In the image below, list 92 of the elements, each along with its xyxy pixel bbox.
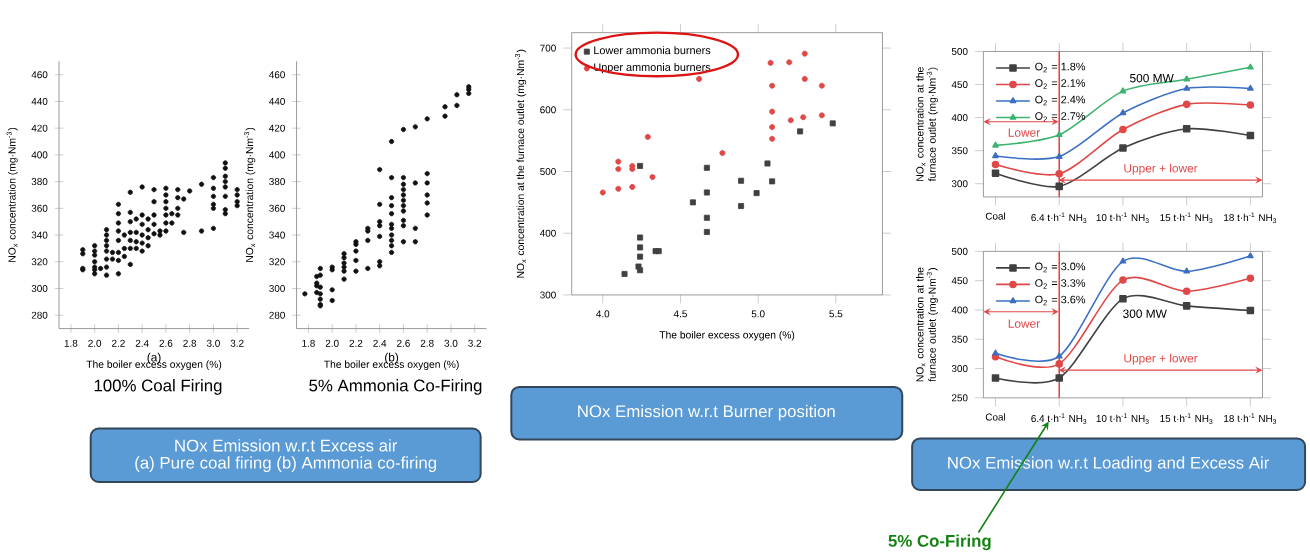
text: NOx Emission w.r.t Burner position [578, 404, 835, 421]
y-tick-label: 280 [31, 311, 48, 319]
x-tick-label: 3.0 [206, 339, 220, 347]
x-tick-label: 18 t·h$^{-1}$ NH$_{3}$ [1224, 413, 1277, 424]
y-tick-label: 280 [269, 311, 285, 319]
x-tick-label: 2.4 [135, 339, 149, 347]
x-tick-label: Coal [985, 212, 1006, 220]
x-tick-label: 2.8 [183, 339, 197, 347]
y-tick-label: 380 [31, 177, 48, 185]
legend-label: O$_{2}$ = 3.3% [1035, 279, 1086, 289]
x-tick-label: 4.5 [673, 310, 687, 318]
y-tick-label: 460 [31, 71, 48, 79]
x-tick-label: 6.4 t·h$^{-1}$ NH$_{3}$ [1031, 413, 1087, 424]
x-tick-label: 15 t·h$^{-1}$ NH$_{3}$ [1160, 413, 1213, 424]
y-tick-label: 320 [31, 258, 48, 266]
y-tick-label: 600 [540, 106, 556, 114]
x-tick-label: 3.0 [444, 339, 458, 347]
y-axis-title: NO$_{x}$ concentration (mg·Nm$^{-3}$) [6, 127, 18, 262]
y-tick-label: 440 [31, 97, 48, 105]
x-tick-label: 6.4 t·h$^{-1}$ NH$_{3}$ [1031, 212, 1087, 223]
x-tick-label: 4.0 [596, 310, 610, 318]
y-axis-title: NO$_{x}$ concentration at the furnace outlet (mg·Nm$^{-3}$) [515, 49, 527, 278]
y-axis-title: NO$_{x}$ concentration (mg·Nm$^{-3}$) [244, 127, 256, 262]
y-tick-label: 400 [951, 306, 968, 314]
y-tick-label: 400 [269, 151, 285, 159]
x-tick-label: 2.4 [373, 339, 387, 347]
x-tick-label: 10 t·h$^{-1}$ NH$_{3}$ [1096, 413, 1149, 424]
y-tick-label: 300 [31, 284, 48, 292]
y-tick-label: 450 [951, 277, 968, 285]
legend-label: O$_{2}$ = 1.8% [1035, 62, 1086, 73]
legend-label: O$_{2}$ = 2.4% [1035, 95, 1086, 106]
y-tick-label: 250 [951, 394, 968, 402]
legend-label: O$_{2}$ = 2.7% [1035, 112, 1086, 122]
annotation: 500 MW [1130, 73, 1174, 83]
y-tick-label: 300 [951, 180, 968, 188]
x-tick-label: 2.0 [88, 339, 102, 347]
y-tick-label: 500 [951, 247, 968, 255]
y-tick-label: 500 [540, 167, 556, 175]
y-tick-label: 380 [269, 177, 285, 185]
text: 100% Coal Firing [94, 378, 222, 395]
x-tick-label: 1.8 [302, 339, 315, 347]
y-tick-label: 340 [269, 231, 285, 239]
x-tick-label: 1.8 [64, 339, 78, 347]
x-tick-label: 2.2 [349, 339, 363, 347]
y-tick-label: 300 [269, 284, 285, 292]
x-axis-title: The boiler excess oxygen (%) [659, 330, 795, 341]
y-tick-label: 300 [540, 291, 556, 299]
y-tick-label: 350 [951, 335, 968, 343]
x-tick-label: 2.6 [159, 339, 173, 347]
x-tick-label: Coal [985, 413, 1006, 421]
y-tick-label: 450 [951, 80, 968, 88]
legend-label: O$_{2}$ = 2.1% [1035, 79, 1086, 89]
annotation: Lower [1008, 128, 1040, 137]
text: 5% Ammonia Co-Firing [309, 378, 482, 395]
x-tick-label: 10 t·h$^{-1}$ NH$_{3}$ [1096, 212, 1149, 223]
x-tick-label: 5.5 [829, 310, 843, 318]
y-tick-label: 460 [269, 71, 285, 79]
y-tick-label: 400 [951, 113, 968, 121]
legend-label: O$_{2}$ = 3.6% [1035, 295, 1086, 306]
x-tick-label: 2.0 [325, 339, 339, 347]
x-tick-label: 15 t·h$^{-1}$ NH$_{3}$ [1160, 212, 1213, 223]
x-tick-label: 2.6 [397, 339, 410, 347]
text: (a) Pure coal firing (b) Ammonia co-firing [135, 456, 437, 472]
x-tick-label: 2.2 [112, 339, 125, 347]
y-tick-label: 350 [951, 147, 968, 155]
legend-label: Lower ammonia burners [594, 46, 711, 55]
text: (b) [385, 352, 399, 364]
x-tick-label: 3.2 [230, 339, 244, 347]
y-tick-label: 360 [31, 204, 48, 212]
y-tick-label: 400 [539, 229, 556, 237]
annotation: 300 MW [1123, 309, 1167, 318]
y-tick-label: 340 [31, 231, 48, 239]
x-tick-label: 3.2 [468, 339, 482, 347]
annotation: Upper + lower [1124, 163, 1198, 175]
y-tick-label: 320 [269, 258, 285, 266]
y-tick-label: 420 [269, 124, 285, 132]
x-tick-label: 2.8 [420, 339, 434, 347]
legend-label: O$_{2}$ = 3.0% [1035, 262, 1086, 273]
y-tick-label: 440 [269, 97, 285, 105]
annotation: Upper + lower [1124, 353, 1198, 365]
y-tick-label: 400 [31, 151, 48, 159]
text: NOx Emission w.r.t Excess air [175, 439, 398, 452]
text: (a) [147, 352, 161, 364]
y-tick-label: 700 [540, 44, 556, 52]
y-tick-label: 420 [31, 124, 48, 132]
x-tick-label: 5.0 [751, 310, 765, 318]
y-tick-label: 300 [951, 364, 968, 372]
text: 5% Co-Firing [888, 534, 991, 551]
y-tick-label: 500 [951, 47, 968, 55]
x-tick-label: 18 t·h$^{-1}$ NH$_{3}$ [1224, 212, 1277, 223]
y-tick-label: 360 [269, 204, 285, 212]
annotation: Lower [1008, 319, 1040, 328]
